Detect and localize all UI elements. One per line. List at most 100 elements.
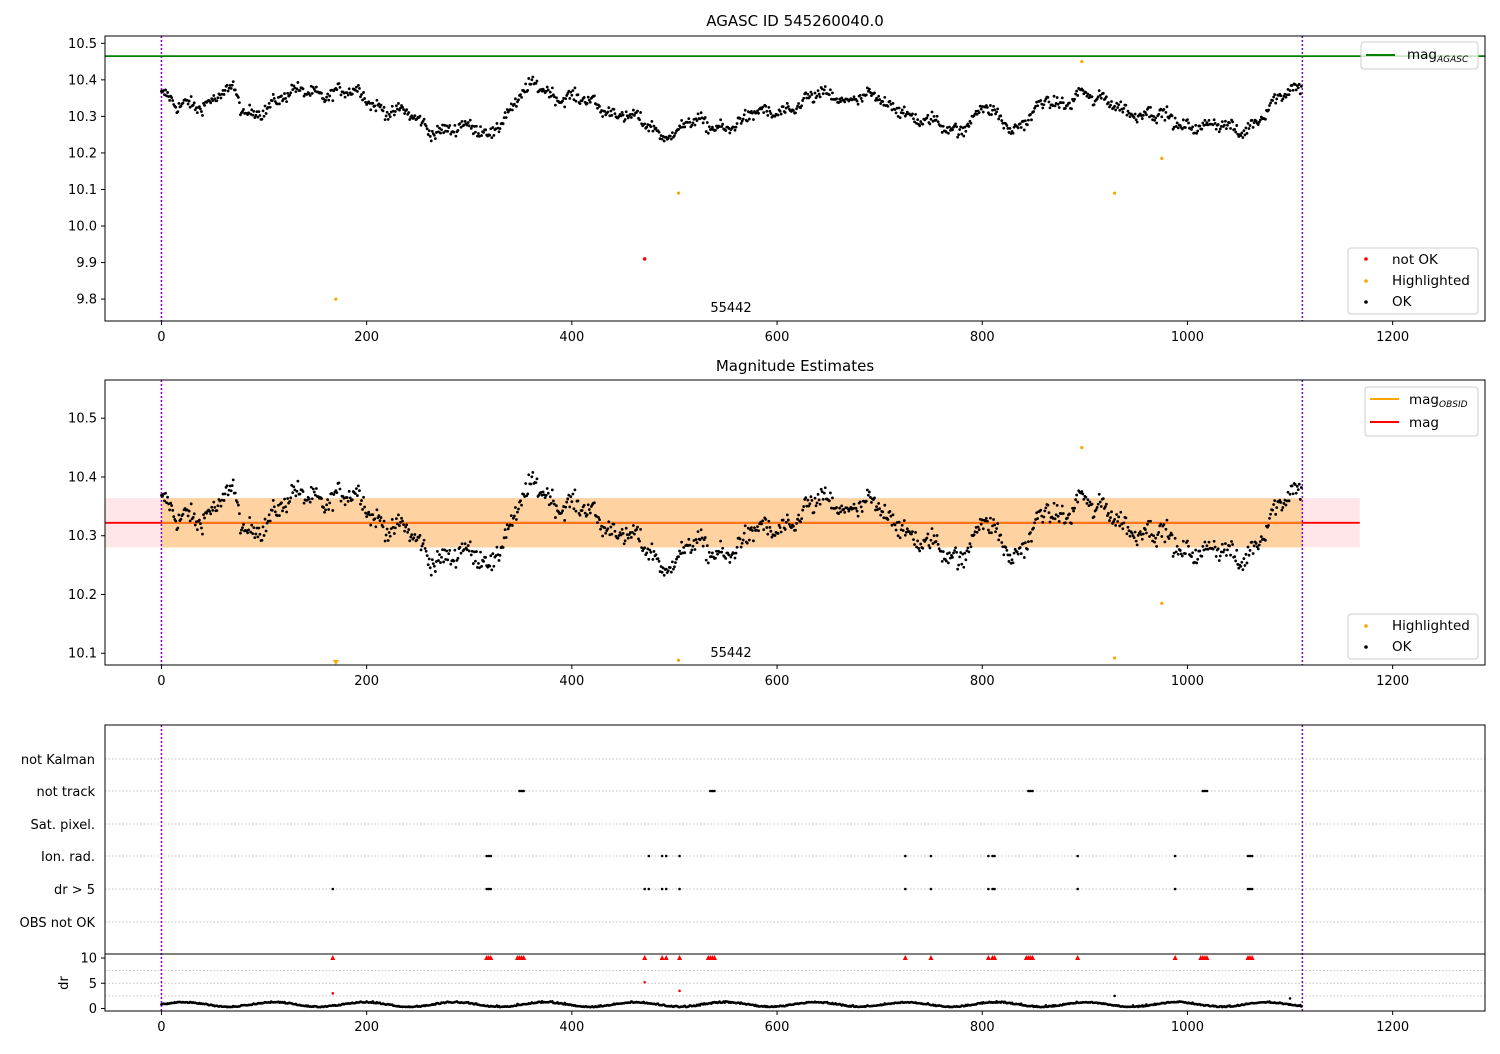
ok-point — [1156, 533, 1160, 537]
ok-point — [935, 534, 939, 537]
ok-point — [325, 95, 329, 99]
ok-point — [1256, 547, 1260, 551]
ok-point — [816, 89, 820, 93]
ok-point — [944, 130, 948, 134]
ok-point — [946, 131, 950, 135]
ok-point — [1219, 125, 1223, 128]
ok-point — [989, 104, 992, 107]
ok-point — [188, 519, 192, 523]
ok-point — [1057, 520, 1061, 523]
legend-mag-obsid: mag — [1409, 392, 1439, 408]
ok-point — [492, 133, 496, 137]
ok-point — [698, 538, 702, 541]
ok-point — [410, 533, 414, 537]
ok-point — [635, 528, 638, 531]
ok-point — [745, 541, 749, 545]
ok-point — [739, 545, 743, 549]
ok-point — [1074, 92, 1078, 96]
ok-point — [171, 508, 175, 512]
ok-point — [776, 532, 780, 535]
ok-point — [560, 511, 563, 515]
ok-point — [835, 506, 838, 509]
ok-point — [864, 93, 868, 97]
x-tick-label: 200 — [354, 330, 379, 345]
ok-point — [1165, 518, 1169, 522]
ok-point — [413, 114, 417, 118]
ok-point — [550, 86, 554, 90]
ok-point — [387, 113, 391, 116]
ok-point — [409, 535, 413, 539]
ok-point — [433, 570, 437, 573]
ok-point — [1098, 94, 1102, 97]
ok-point — [1160, 115, 1164, 119]
ok-point — [757, 529, 760, 533]
flag-point — [709, 789, 712, 793]
flag-point — [664, 854, 668, 858]
ok-point — [1121, 527, 1125, 531]
ok-point — [554, 516, 557, 519]
ok-point — [357, 484, 360, 488]
ok-point — [191, 103, 195, 107]
y-tick-label: 10.4 — [68, 470, 97, 485]
ok-point — [1006, 126, 1010, 130]
ok-point — [551, 499, 555, 503]
dr-clipped-marker — [521, 955, 527, 961]
ok-point — [969, 545, 973, 549]
ok-point — [258, 114, 262, 117]
ok-point — [934, 118, 938, 122]
ok-point — [691, 121, 695, 125]
ok-point — [1149, 519, 1152, 523]
ok-point — [442, 560, 445, 564]
ok-point — [1121, 110, 1125, 114]
ok-point — [960, 562, 964, 566]
y-tick-label: 10.2 — [68, 588, 97, 603]
ok-point — [194, 106, 198, 110]
ok-point — [522, 492, 526, 496]
ok-point — [1143, 111, 1147, 114]
ok-point — [295, 87, 299, 91]
ok-point — [613, 112, 617, 116]
ok-point — [459, 125, 463, 129]
ok-point — [612, 107, 616, 111]
ok-point — [1285, 93, 1289, 97]
ok-point — [779, 112, 783, 116]
ok-point — [1246, 545, 1250, 549]
ok-point — [501, 546, 505, 549]
ok-point — [452, 559, 456, 563]
ok-point — [1113, 104, 1117, 108]
ok-point — [1214, 555, 1218, 558]
ok-point — [398, 108, 401, 112]
ok-point — [1225, 127, 1228, 131]
ok-point — [1195, 561, 1199, 565]
ok-point — [1194, 123, 1198, 127]
ok-point — [1181, 118, 1185, 122]
ok-point — [650, 542, 654, 546]
ok-point — [724, 556, 728, 560]
ok-point — [706, 561, 710, 565]
ok-point — [570, 93, 574, 97]
magnitude-line-legend: magOBSID mag — [1364, 386, 1479, 437]
ok-point — [776, 113, 780, 117]
flag-point — [664, 887, 668, 891]
ok-point — [422, 538, 426, 542]
ok-point — [393, 110, 397, 113]
ok-point — [1122, 107, 1126, 110]
ok-point — [1250, 118, 1254, 122]
ok-point — [350, 92, 354, 96]
ok-point — [995, 527, 999, 530]
ok-point — [580, 509, 584, 512]
ok-point — [189, 502, 193, 506]
ok-point — [264, 529, 268, 533]
ok-point — [1130, 531, 1134, 535]
ok-point — [1081, 89, 1085, 92]
ok-point — [583, 511, 587, 515]
flag-point — [929, 854, 933, 858]
ok-point — [386, 117, 390, 121]
ok-point — [527, 77, 531, 80]
ok-point — [1042, 103, 1046, 107]
ok-point — [1191, 125, 1194, 129]
ok-point — [1229, 127, 1232, 130]
ok-point — [1081, 492, 1085, 496]
ok-point — [213, 505, 217, 509]
ok-point — [1048, 520, 1052, 524]
